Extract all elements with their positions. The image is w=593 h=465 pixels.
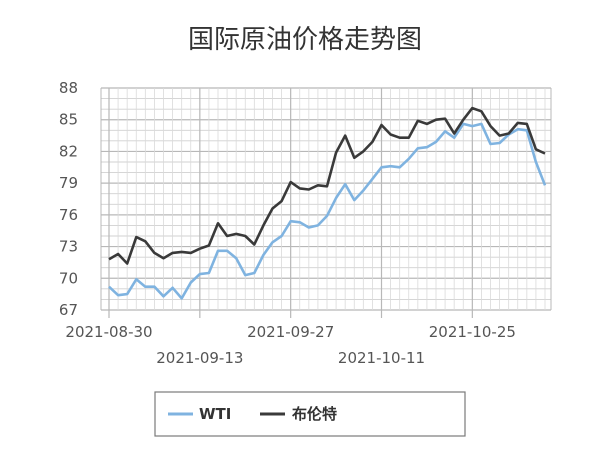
x-tick-label: 2021-09-27 <box>247 323 334 341</box>
y-tick-label: 79 <box>59 174 78 192</box>
series-lines <box>108 106 547 300</box>
series-line-brent <box>108 106 546 265</box>
legend-box <box>154 391 466 437</box>
chart-title: 国际原油价格走势图 <box>188 25 422 55</box>
series-line-wti <box>108 122 547 300</box>
legend-label-wti: WTI <box>199 405 231 423</box>
x-axis-ticks: 2021-08-302021-09-132021-09-272021-10-11… <box>65 310 516 367</box>
x-tick-label: 2021-09-13 <box>156 349 243 367</box>
grid <box>100 87 552 311</box>
y-axis-ticks: 67 70 73 76 79 82 85 88 <box>59 79 78 319</box>
y-tick-label: 76 <box>59 206 78 224</box>
x-tick-label: 2021-08-30 <box>65 323 152 341</box>
y-tick-label: 85 <box>59 111 78 129</box>
x-tick-label: 2021-10-25 <box>429 323 516 341</box>
y-tick-label: 82 <box>59 142 78 160</box>
x-tick-label: 2021-10-11 <box>338 349 425 367</box>
y-tick-label: 70 <box>59 269 78 287</box>
y-tick-label: 73 <box>59 238 78 256</box>
y-tick-label: 88 <box>59 79 78 97</box>
legend-label-brent: 布伦特 <box>292 405 337 423</box>
y-tick-label: 67 <box>59 301 78 319</box>
legend: WTI 布伦特 <box>154 391 466 437</box>
